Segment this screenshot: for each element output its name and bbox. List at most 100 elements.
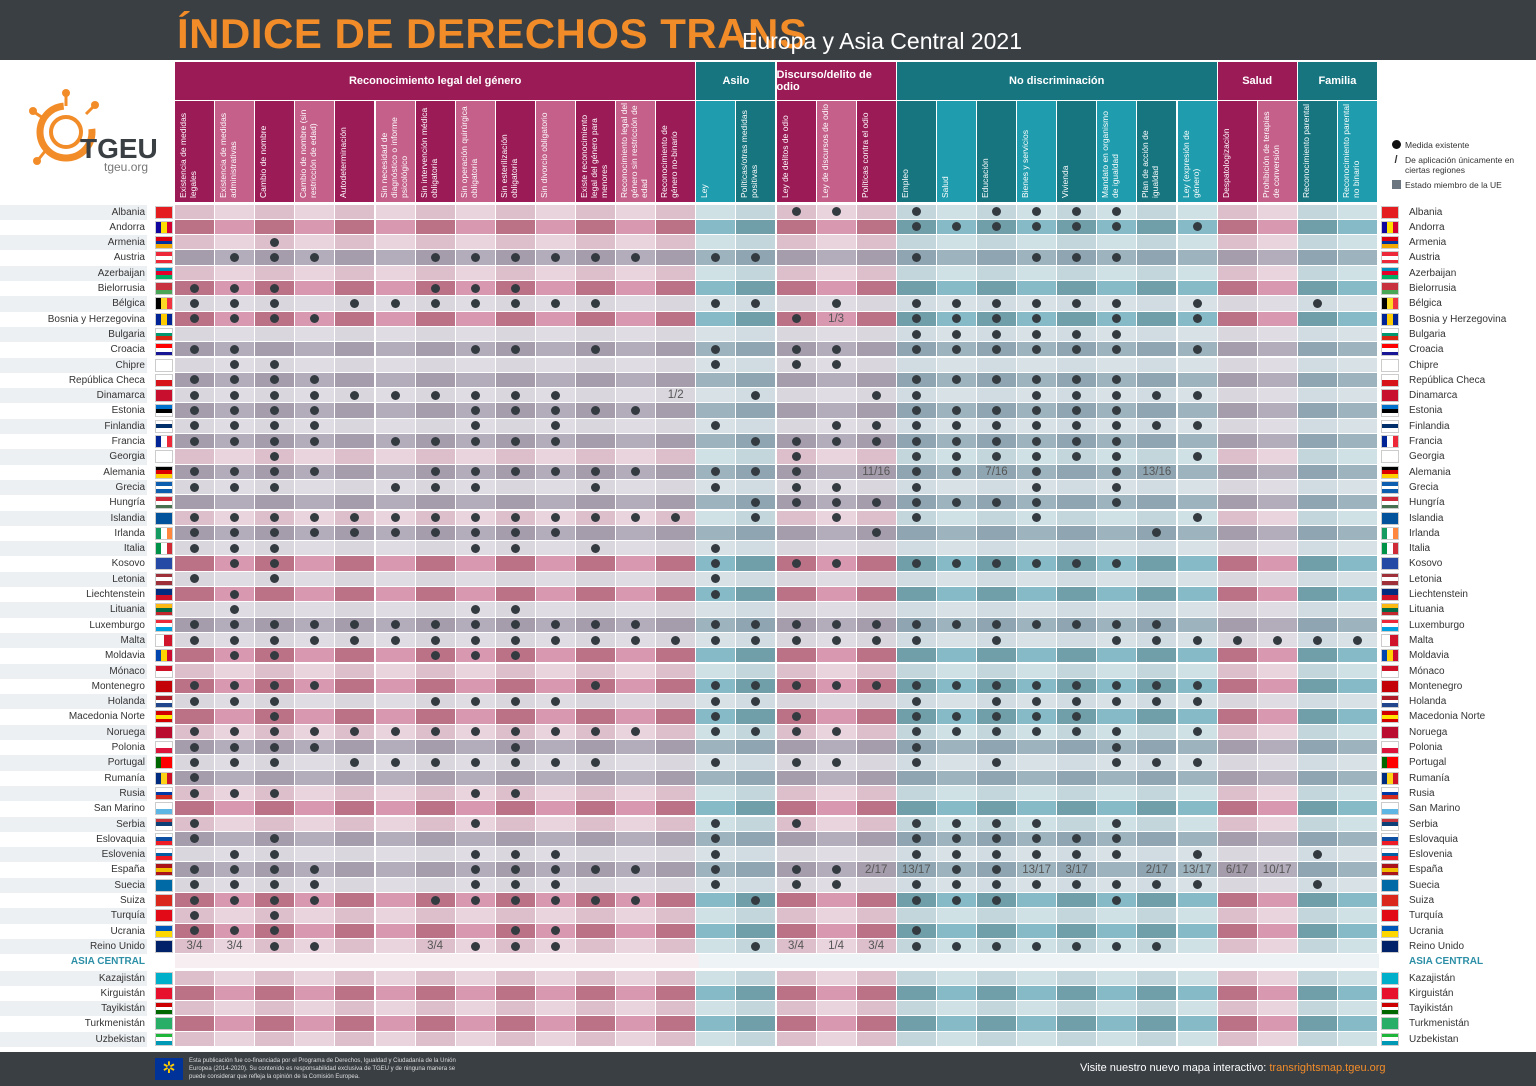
- indicator-cell: [375, 449, 415, 464]
- measure-dot-icon: [550, 467, 560, 477]
- measure-dot-icon: [190, 895, 199, 905]
- measure-dot-icon: [1072, 681, 1082, 691]
- indicator-cell: [1137, 388, 1177, 403]
- indicator-cell: [1097, 847, 1137, 862]
- indicator-cell: [175, 862, 214, 877]
- indicator-cell: [1257, 479, 1297, 495]
- indicator-cell: [1257, 204, 1297, 219]
- measure-dot-icon: [190, 727, 199, 737]
- indicator-cell: [255, 479, 295, 495]
- flag-icon: [155, 557, 173, 571]
- measure-dot-icon: [1152, 681, 1162, 691]
- indicator-cell: [1297, 831, 1337, 847]
- measure-dot-icon: [951, 834, 961, 844]
- indicator-cell: [656, 923, 696, 938]
- indicator-cell: [455, 770, 495, 785]
- indicator-cell: [1217, 571, 1257, 586]
- indicator-cell: [1257, 1031, 1297, 1046]
- country-name: Andorra: [0, 219, 147, 236]
- indicator-cell: [535, 1031, 575, 1046]
- indicator-cell: [1057, 617, 1097, 632]
- measure-dot-icon: [310, 390, 320, 400]
- indicator-cell: [415, 556, 455, 571]
- indicator-cell: 11/16: [856, 464, 896, 479]
- indicator-cell: [215, 418, 255, 433]
- indicator-cell: [856, 571, 896, 586]
- flag-icon: [1381, 848, 1399, 862]
- indicator-cell: [856, 326, 896, 342]
- indicator-cell: [736, 449, 776, 464]
- indicator-cell: [1057, 296, 1097, 311]
- indicator-cell: [816, 495, 856, 510]
- indicator-cell: [936, 571, 976, 586]
- column-header-label: Políticas/otras medidas positivas: [739, 110, 760, 198]
- indicator-cell: [977, 770, 1016, 785]
- indicator-cell: [1297, 709, 1337, 724]
- indicator-cell: [1057, 831, 1097, 847]
- indicator-cell: [656, 281, 696, 296]
- measure-dot-icon: [911, 559, 921, 569]
- indicator-cell: [696, 479, 736, 495]
- indicator-cell: [696, 785, 736, 801]
- indicator-cell: [656, 418, 696, 433]
- indicator-cell: [977, 219, 1016, 235]
- indicator-cell: [1177, 970, 1217, 985]
- indicator-cell: [1297, 587, 1337, 602]
- measure-dot-icon: [270, 620, 280, 630]
- group-header: Asilo: [696, 62, 777, 100]
- indicator-cell: [295, 372, 335, 388]
- indicator-cell: [776, 235, 816, 250]
- indicator-cell: [415, 418, 455, 433]
- measure-dot-icon: [270, 635, 280, 645]
- measure-dot-icon: [951, 620, 961, 630]
- measure-dot-icon: [430, 528, 440, 538]
- indicator-cell: [616, 724, 656, 739]
- indicator-cell: [656, 342, 696, 357]
- indicator-cell: [576, 434, 615, 449]
- indicator-cell: [1017, 434, 1057, 449]
- interactive-map-link[interactable]: transrightsmap.tgeu.org: [1269, 1062, 1386, 1074]
- measure-dot-icon: [1072, 849, 1082, 859]
- measure-dot-icon: [591, 253, 600, 263]
- country-name-right: Montenegro: [1409, 680, 1463, 692]
- measure-dot-icon: [871, 635, 881, 645]
- column-header-label: Empleo: [899, 169, 910, 198]
- flag-icon: [1381, 710, 1399, 724]
- country-row: Armenia Armenia: [0, 235, 1536, 251]
- indicator-cell: [1337, 831, 1377, 847]
- measure-dot-icon: [831, 620, 841, 630]
- measure-dot-icon: [550, 390, 560, 400]
- measure-dot-icon: [270, 834, 280, 844]
- indicator-cell: [1097, 235, 1137, 250]
- measure-dot-icon: [1112, 895, 1122, 905]
- indicator-cell: [576, 388, 615, 403]
- indicator-cell: [616, 434, 656, 449]
- column-header-label: Bienes y servicios: [1020, 129, 1031, 198]
- measure-dot-icon: [911, 467, 921, 477]
- flag-icon: [1381, 312, 1399, 326]
- indicator-cell: [656, 449, 696, 464]
- measure-dot-icon: [390, 390, 400, 400]
- indicator-cell: [335, 372, 375, 388]
- indicator-cell: [896, 694, 936, 709]
- indicator-cell: [736, 755, 776, 770]
- measure-dot-icon: [631, 865, 641, 875]
- logo-url[interactable]: tgeu.org: [104, 160, 149, 174]
- indicator-cell: [535, 495, 575, 510]
- indicator-cell: [455, 571, 495, 586]
- indicator-cell: [535, 311, 575, 326]
- country-name: Polonia: [0, 740, 147, 756]
- indicator-cell: [977, 678, 1016, 694]
- column-header: Plan de acción de igualdad: [1137, 101, 1178, 202]
- indicator-cell: [1057, 877, 1097, 892]
- indicator-cell: [1097, 219, 1137, 235]
- measure-dot-icon: [470, 941, 480, 951]
- column-header: Sin divorcio obligatorio: [535, 101, 576, 202]
- flag-icon: [155, 389, 173, 403]
- indicator-cell: [175, 1031, 214, 1046]
- flag-icon: [155, 266, 173, 280]
- indicator-cell: 2/17: [856, 862, 896, 877]
- measure-dot-icon: [430, 635, 440, 645]
- country-row: Kazajistán Kazajistán: [0, 970, 1536, 986]
- country-name-right: Chipre: [1409, 359, 1439, 371]
